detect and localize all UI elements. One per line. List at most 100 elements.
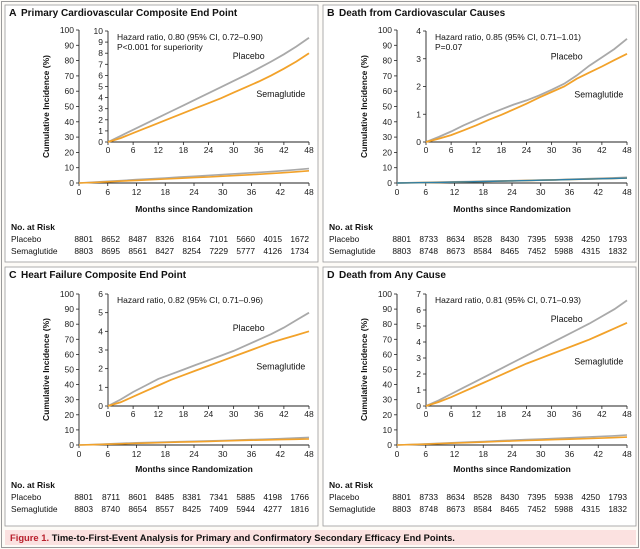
main-x-tick-label: 0 (395, 187, 400, 197)
main-x-tick-label: 24 (189, 449, 199, 459)
risk-value: 4250 (581, 492, 600, 502)
main-y-tick-label: 10 (383, 425, 393, 435)
risk-value: 8801 (392, 492, 411, 502)
inset-y-tick-label: 0 (98, 137, 103, 147)
risk-value: 1793 (608, 492, 627, 502)
main-x-tick-label: 30 (218, 187, 228, 197)
main-x-tick-label: 36 (247, 449, 257, 459)
inset-x-tick-label: 24 (204, 409, 214, 419)
main-x-tick-label: 18 (161, 187, 171, 197)
main-x-tick-label: 12 (450, 187, 460, 197)
risk-value: 8254 (182, 246, 201, 256)
main-y-tick-label: 90 (65, 304, 75, 314)
inset-y-tick-label: 1 (416, 109, 421, 119)
inset-y-tick-label: 4 (98, 93, 103, 103)
risk-value: 1832 (608, 504, 627, 514)
main-y-tick-label: 90 (65, 40, 75, 50)
inset-x-tick-label: 42 (597, 409, 607, 419)
risk-value: 8733 (419, 234, 438, 244)
risk-value: 5938 (554, 492, 573, 502)
main-y-tick-label: 100 (378, 289, 392, 299)
main-y-tick-label: 10 (65, 163, 75, 173)
risk-value: 8748 (419, 504, 438, 514)
risk-value: 7452 (527, 504, 546, 514)
risk-value: 5885 (236, 492, 255, 502)
semaglutide-label: Semaglutide (574, 89, 623, 99)
risk-value: 8634 (446, 492, 465, 502)
risk-row-name: Semaglutide (329, 504, 376, 514)
main-x-tick-label: 0 (77, 449, 82, 459)
main-y-tick-label: 20 (383, 147, 393, 157)
hazard-ratio-annotation: Hazard ratio, 0.80 (95% CI, 0.72–0.90) (117, 32, 263, 42)
main-y-tick-label: 30 (383, 132, 393, 142)
risk-value: 8711 (102, 492, 120, 502)
risk-value: 8487 (128, 234, 147, 244)
inset-x-tick-label: 48 (304, 409, 314, 419)
inset-x-tick-label: 42 (279, 409, 289, 419)
main-y-tick-label: 80 (65, 56, 75, 66)
inset-y-tick-label: 1 (416, 385, 421, 395)
inset-x-tick-label: 12 (154, 409, 164, 419)
main-y-tick-label: 50 (383, 365, 393, 375)
risk-value: 7341 (209, 492, 228, 502)
inset-background (108, 31, 309, 142)
inset-x-tick-label: 12 (154, 145, 164, 155)
main-semaglutide-line (78, 170, 310, 184)
x-axis-label: Months since Randomization (453, 204, 571, 214)
inset-x-tick-label: 6 (131, 145, 136, 155)
inset-x-tick-label: 30 (547, 409, 557, 419)
inset-y-tick-label: 0 (416, 137, 421, 147)
risk-value: 8673 (446, 246, 465, 256)
main-x-tick-label: 30 (536, 187, 546, 197)
main-x-tick-label: 48 (622, 449, 632, 459)
figure-caption: Figure 1. Time-to-First-Event Analysis f… (5, 530, 636, 545)
inset-x-tick-label: 30 (547, 145, 557, 155)
panel-title: Death from Any Cause (339, 270, 446, 281)
risk-value: 8465 (500, 246, 519, 256)
inset-y-tick-label: 6 (416, 305, 421, 315)
risk-value: 4250 (581, 234, 600, 244)
risk-row-name: Semaglutide (329, 246, 376, 256)
inset-x-tick-label: 12 (472, 409, 482, 419)
inset-y-tick-label: 4 (416, 26, 421, 36)
risk-value: 1734 (290, 246, 309, 256)
risk-row-name: Placebo (11, 234, 42, 244)
inset-y-tick-label: 2 (416, 82, 421, 92)
inset-y-tick-label: 1 (98, 382, 103, 392)
risk-row-name: Semaglutide (11, 246, 58, 256)
inset-y-tick-label: 10 (94, 26, 104, 36)
panel-title: Primary Cardiovascular Composite End Poi… (21, 8, 238, 19)
risk-value: 8803 (392, 504, 411, 514)
main-x-tick-label: 6 (105, 449, 110, 459)
risk-value: 8733 (419, 492, 438, 502)
main-x-tick-label: 0 (395, 449, 400, 459)
inset-y-tick-label: 4 (416, 337, 421, 347)
main-x-tick-label: 18 (479, 187, 489, 197)
risk-value: 8557 (155, 504, 174, 514)
risk-value: 8673 (446, 504, 465, 514)
risk-row-name: Semaglutide (11, 504, 58, 514)
risk-value: 5988 (554, 246, 573, 256)
hazard-ratio-annotation: P<0.001 for superiority (117, 42, 204, 52)
main-y-tick-label: 40 (383, 380, 393, 390)
placebo-label: Placebo (551, 52, 583, 62)
risk-value: 8652 (101, 234, 120, 244)
main-y-tick-label: 90 (383, 304, 393, 314)
risk-row-name: Placebo (329, 492, 360, 502)
panel-c: C Heart Failure Composite End Point010203… (4, 266, 319, 527)
inset-x-tick-label: 18 (179, 145, 189, 155)
placebo-label: Placebo (233, 51, 265, 61)
panel-letter: D (327, 269, 335, 281)
hazard-ratio-annotation: Hazard ratio, 0.85 (95% CI, 0.71–1.01) (435, 32, 581, 42)
main-y-tick-label: 60 (383, 349, 393, 359)
hazard-ratio-annotation: P=0.07 (435, 42, 462, 52)
hazard-ratio-annotation: Hazard ratio, 0.81 (95% CI, 0.71–0.93) (435, 295, 581, 305)
risk-value: 7101 (209, 234, 228, 244)
main-y-tick-label: 30 (65, 395, 75, 405)
main-x-tick-label: 12 (450, 449, 460, 459)
inset-x-tick-label: 6 (449, 409, 454, 419)
main-x-tick-label: 6 (423, 449, 428, 459)
hazard-ratio-annotation: Hazard ratio, 0.82 (95% CI, 0.71–0.96) (117, 295, 263, 305)
risk-value: 7395 (527, 492, 546, 502)
main-y-tick-label: 40 (383, 117, 393, 127)
